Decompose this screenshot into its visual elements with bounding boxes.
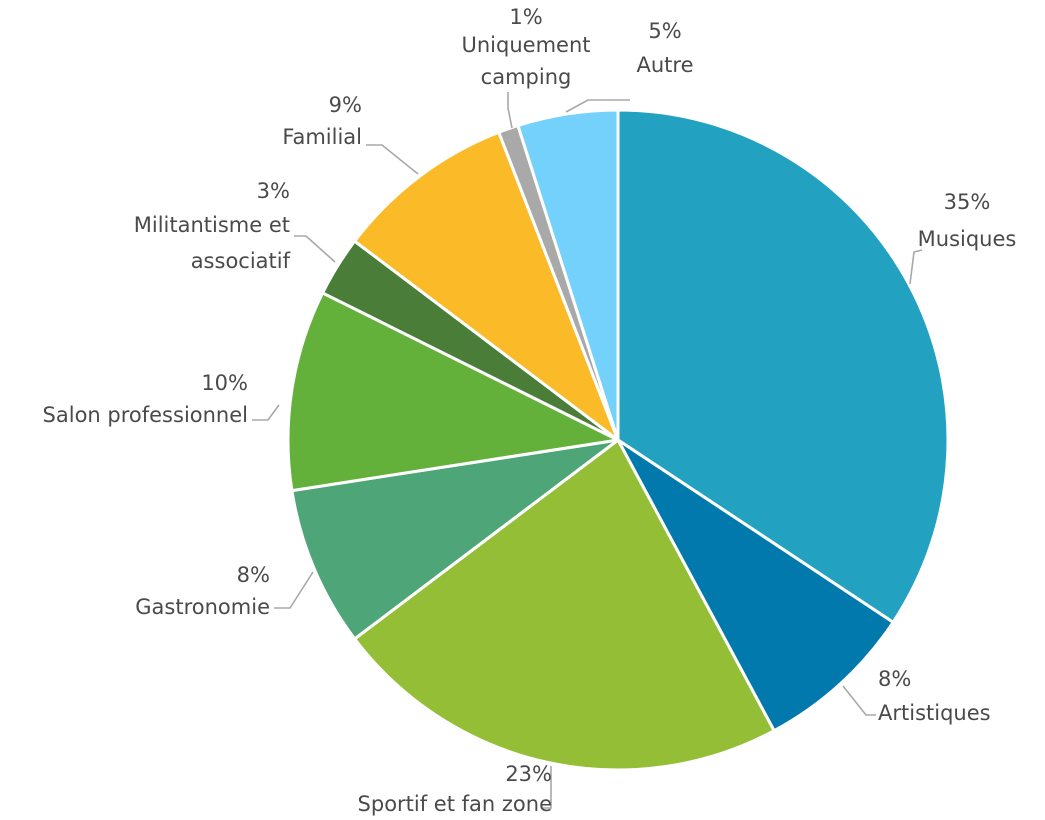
leader-line xyxy=(507,92,513,129)
leader-lines xyxy=(252,92,923,809)
leader-line xyxy=(252,404,280,421)
leader-line xyxy=(842,685,876,716)
slice-value-label: 8% xyxy=(878,667,911,691)
pie-slice-salon-professionnel xyxy=(286,291,620,493)
leader-line xyxy=(565,99,630,113)
slice-category-label: camping xyxy=(481,65,572,89)
slice-category-label: Autre xyxy=(636,53,693,77)
leader-line xyxy=(543,766,552,809)
slice-value-label: 3% xyxy=(257,179,290,203)
slice-category-label: Salon professionnel xyxy=(43,403,248,427)
slice-category-label: Familial xyxy=(282,125,362,149)
pie-slice-sportif-et-fan-zone xyxy=(353,438,776,772)
pie-slices xyxy=(286,108,950,772)
slice-value-label: 8% xyxy=(237,563,270,587)
slice-category-label: Sportif et fan zone xyxy=(358,792,552,816)
slice-value-label: 5% xyxy=(648,19,681,43)
slice-category-label: associatif xyxy=(191,249,291,273)
leader-line xyxy=(294,235,336,263)
pie-slice-autre xyxy=(516,108,620,442)
slice-category-label: Gastronomie xyxy=(135,595,270,619)
slice-labels: 35% Musiques 8% Artistiques 23% Sportif et fa… xyxy=(43,5,1017,816)
slice-category-label: Uniquement xyxy=(462,33,591,57)
slice-value-label: 35% xyxy=(944,190,991,214)
slice-value-label: 1% xyxy=(509,5,542,29)
slice-category-label: Artistiques xyxy=(878,701,991,725)
pie-slice-artistiques xyxy=(616,438,895,733)
slice-value-label: 23% xyxy=(505,762,552,786)
leader-line xyxy=(366,144,419,175)
leader-line xyxy=(274,571,314,609)
slice-category-label: Musiques xyxy=(918,227,1017,251)
slice-category-label: Militantisme et xyxy=(134,213,290,237)
pie-slice-familial xyxy=(353,130,620,442)
slice-value-label: 9% xyxy=(329,93,362,117)
pie-slice-gastronomie xyxy=(290,438,620,641)
leader-line xyxy=(909,249,923,285)
slice-value-label: 10% xyxy=(201,371,248,395)
